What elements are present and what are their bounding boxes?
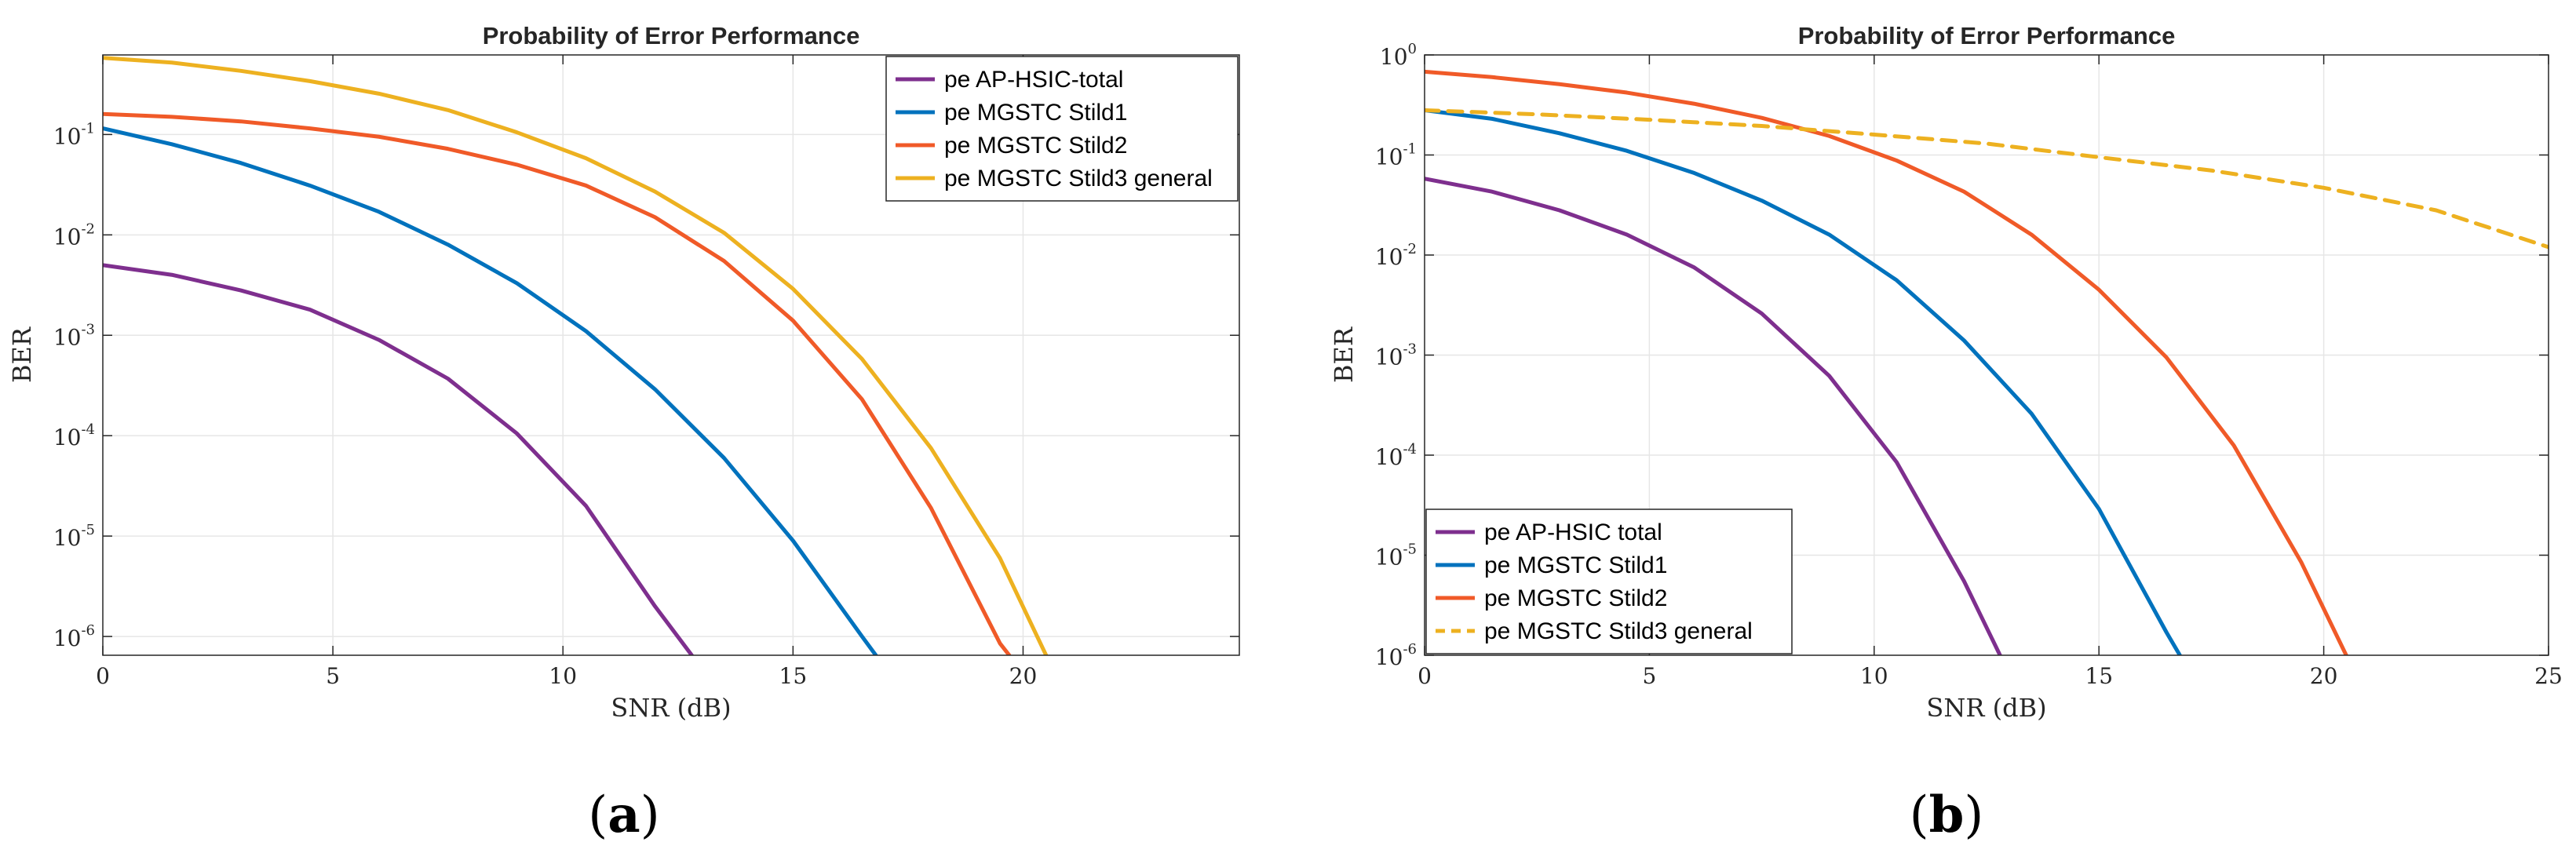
y-tick-base: 10 [1375, 545, 1403, 570]
y-tick-exponent: -2 [81, 221, 95, 237]
y-axis-label: BER [7, 326, 37, 383]
y-tick-label: 10-2 [53, 221, 95, 250]
y-tick-exponent: -1 [1403, 141, 1417, 158]
x-tick-label: 10 [549, 663, 577, 689]
chart-a: 0 5 10 15 2010-110-210-310-410-510-6Probabil… [7, 22, 1240, 723]
y-tick-base: 10 [53, 123, 82, 149]
x-tick-label: 20 [2310, 663, 2338, 689]
y-tick-exponent: -5 [81, 522, 95, 538]
y-tick-exponent: -6 [81, 622, 95, 639]
y-tick-exponent: -2 [1403, 241, 1417, 257]
y-tick-label: 10-3 [53, 321, 95, 350]
y-tick-label: 10-2 [1375, 241, 1417, 270]
legend-label: pe MGSTC Stild2 [944, 133, 1127, 159]
y-tick-exponent: -5 [1403, 541, 1417, 558]
series-line [103, 126, 878, 655]
y-tick-label: 10-6 [53, 622, 95, 651]
x-tick-label: 5 [326, 663, 340, 689]
y-tick-base: 10 [53, 224, 82, 250]
chart-title: Probability of Error Performance [1798, 22, 2176, 49]
y-tick-exponent: -4 [81, 421, 95, 438]
legend-box [1425, 509, 1793, 654]
y-tick-exponent: -4 [1403, 441, 1417, 457]
y-tick-base: 10 [1375, 244, 1403, 270]
y-tick-base: 10 [1375, 644, 1403, 670]
y-tick-label: 10-5 [53, 522, 95, 551]
chart-title: Probability of Error Performance [483, 22, 860, 49]
y-tick-base: 10 [53, 324, 82, 350]
subfigure-label-a: (a) [588, 786, 659, 844]
y-tick-exponent: -6 [1403, 641, 1417, 658]
x-tick-label: 25 [2534, 663, 2563, 689]
legend-label: pe MGSTC Stild3 general [1484, 618, 1753, 644]
x-tick-label: 0 [96, 663, 110, 689]
series-group [103, 56, 1049, 655]
y-tick-label: 10-5 [1375, 541, 1417, 570]
subfigure-label-b: (b) [1910, 786, 1984, 844]
y-tick-label: 10-3 [1375, 341, 1417, 370]
series-group [1425, 69, 2549, 655]
y-axis-label: BER [1329, 326, 1359, 383]
y-tick-base: 10 [1380, 44, 1408, 70]
y-tick-exponent: -3 [81, 321, 95, 337]
legend: pe AP-HSIC-total pe MGSTC Stild1 pe MGSTC … [885, 56, 1239, 202]
series-line [1425, 177, 2002, 655]
y-tick-base: 10 [1375, 144, 1403, 170]
x-tick-label: 15 [2085, 663, 2113, 689]
y-tick-base: 10 [53, 525, 82, 551]
x-axis-label: SNR (dB) [611, 693, 731, 723]
legend-label: pe AP-HSIC total [1484, 519, 1662, 545]
y-tick-label: 100 [1380, 41, 1417, 70]
y-tick-label: 10-4 [53, 421, 95, 450]
series-line [103, 111, 1012, 655]
y-tick-base: 10 [53, 625, 82, 651]
legend-label: pe MGSTC Stild2 [1484, 585, 1667, 611]
series-line [103, 56, 1049, 655]
x-axis-label: SNR (dB) [1926, 693, 2046, 723]
x-tick-label: 20 [1009, 663, 1038, 689]
series-line [103, 263, 694, 655]
y-tick-label: 10-4 [1375, 441, 1417, 470]
y-tick-exponent: -1 [81, 120, 95, 137]
legend-label: pe AP-HSIC-total [944, 67, 1123, 93]
x-tick-label: 10 [1860, 663, 1888, 689]
y-tick-base: 10 [1375, 344, 1403, 370]
y-tick-label: 10-6 [1375, 641, 1417, 670]
y-tick-label: 10-1 [1375, 141, 1417, 170]
axes-box [102, 54, 1240, 656]
legend-box [885, 56, 1239, 202]
x-tick-label: 5 [1642, 663, 1656, 689]
y-tick-exponent: 0 [1408, 41, 1417, 57]
series-line [1425, 108, 2182, 655]
legend-label: pe MGSTC Stild3 general [944, 166, 1213, 191]
series-line [1425, 108, 2549, 250]
series-line [1425, 69, 2348, 655]
x-tick-label: 0 [1418, 663, 1432, 689]
legend-label: pe MGSTC Stild1 [944, 100, 1127, 126]
y-tick-label: 10-1 [53, 120, 95, 149]
y-tick-exponent: -3 [1403, 341, 1417, 358]
y-tick-base: 10 [53, 425, 82, 450]
y-tick-base: 10 [1375, 444, 1403, 470]
legend-label: pe MGSTC Stild1 [1484, 552, 1667, 578]
x-tick-label: 15 [779, 663, 808, 689]
chart-b: 0 5 10 15 20 2510010-110-210-310-410-510-6Pro… [1329, 22, 2563, 723]
legend: pe AP-HSIC total pe MGSTC Stild1 pe MGSTC … [1425, 509, 1793, 654]
